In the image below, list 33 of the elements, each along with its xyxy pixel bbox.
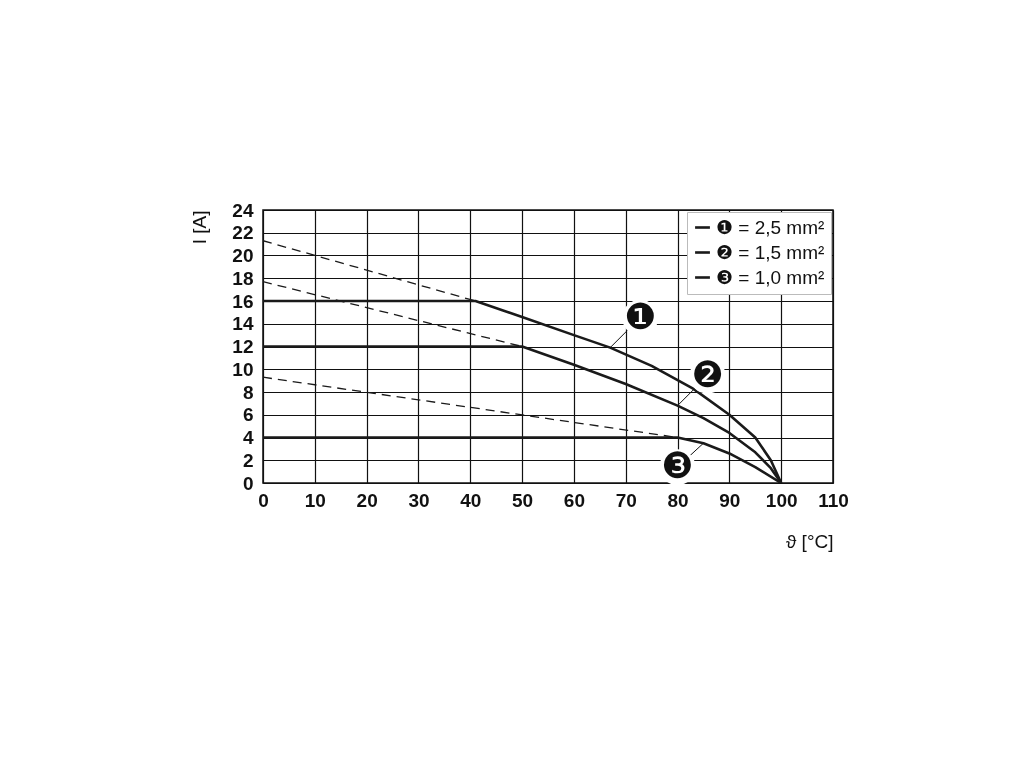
y-tick-label: 20 (232, 245, 254, 266)
x-tick-label: 100 (765, 489, 798, 511)
y-tick-label: 18 (232, 267, 254, 289)
x-tick-label: 90 (719, 489, 741, 511)
x-tick-label: 10 (304, 489, 326, 511)
y-tick-label: 2 (242, 449, 254, 471)
y-tick-label: 4 (242, 427, 254, 448)
x-tick-label: 20 (356, 489, 378, 511)
x-tick-label: 60 (563, 489, 585, 511)
y-tick-label: 0 (242, 472, 254, 494)
annotation: ❶ (624, 295, 657, 337)
x-axis-title: ϑ [°C] (785, 530, 834, 552)
x-tick-label: 30 (408, 489, 430, 511)
y-tick-label: 10 (232, 358, 254, 380)
x-tick-label: 0 (258, 489, 269, 511)
x-tick-label: 70 (615, 489, 637, 511)
annotation: ❷ (691, 353, 724, 395)
y-tick-label: 14 (232, 313, 254, 335)
y-tick-label: 6 (242, 404, 254, 426)
y-axis-title: I [A] (189, 210, 211, 245)
legend-label: ❸ = 1,0 mm² (716, 266, 825, 288)
y-tick-label: 8 (242, 381, 254, 403)
y-tick-label: 22 (232, 222, 254, 244)
legend-label: ❶ = 2,5 mm² (716, 216, 825, 238)
y-tick-label: 16 (232, 290, 254, 312)
x-tick-label: 40 (460, 489, 482, 511)
annotation: ❸ (661, 445, 694, 487)
y-tick-label: 12 (232, 336, 254, 357)
y-tick-label: 24 (232, 199, 254, 221)
x-tick-label: 50 (512, 489, 534, 511)
legend-label: ❷ = 1,5 mm² (716, 241, 825, 263)
x-tick-label: 80 (667, 489, 689, 511)
x-tick-label: 110 (818, 489, 849, 511)
